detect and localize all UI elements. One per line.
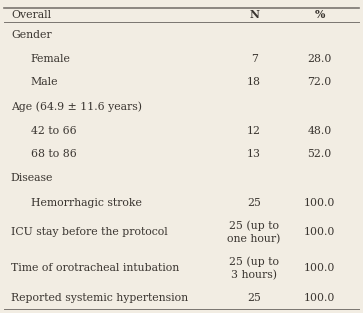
Text: %: % xyxy=(314,9,325,20)
Text: Male: Male xyxy=(31,77,58,87)
Text: Time of orotracheal intubation: Time of orotracheal intubation xyxy=(11,263,179,273)
Text: 28.0: 28.0 xyxy=(307,54,332,64)
Text: 68 to 86: 68 to 86 xyxy=(31,149,77,159)
Text: N: N xyxy=(249,9,259,20)
Text: 72.0: 72.0 xyxy=(307,77,331,87)
Text: 13: 13 xyxy=(247,149,261,159)
Text: 100.0: 100.0 xyxy=(304,227,335,237)
Text: 25 (up to
3 hours): 25 (up to 3 hours) xyxy=(229,257,279,280)
Text: Hemorrhagic stroke: Hemorrhagic stroke xyxy=(31,198,142,208)
Text: Disease: Disease xyxy=(11,173,53,183)
Text: 100.0: 100.0 xyxy=(304,198,335,208)
Text: 18: 18 xyxy=(247,77,261,87)
Text: Reported systemic hypertension: Reported systemic hypertension xyxy=(11,293,188,303)
Text: ICU stay before the protocol: ICU stay before the protocol xyxy=(11,227,168,237)
Text: 25: 25 xyxy=(247,293,261,303)
Text: Gender: Gender xyxy=(11,30,52,40)
Text: Female: Female xyxy=(31,54,71,64)
Text: 48.0: 48.0 xyxy=(307,126,331,136)
Text: Age (64.9 ± 11.6 years): Age (64.9 ± 11.6 years) xyxy=(11,101,142,112)
Text: 12: 12 xyxy=(247,126,261,136)
Text: 100.0: 100.0 xyxy=(304,263,335,273)
Text: 25 (up to
one hour): 25 (up to one hour) xyxy=(227,220,281,244)
Text: 7: 7 xyxy=(251,54,257,64)
Text: 52.0: 52.0 xyxy=(307,149,331,159)
Text: Overall: Overall xyxy=(11,10,51,20)
Text: 100.0: 100.0 xyxy=(304,293,335,303)
Text: 25: 25 xyxy=(247,198,261,208)
Text: 42 to 66: 42 to 66 xyxy=(31,126,77,136)
